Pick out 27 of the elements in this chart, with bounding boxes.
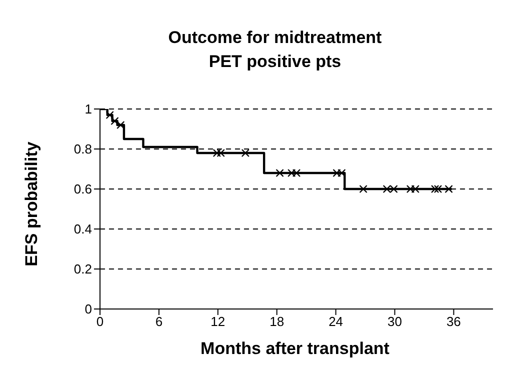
x-tick-label: 6	[155, 314, 163, 330]
y-axis-title: EFS probability	[22, 142, 42, 266]
y-tick-label: 0.8	[74, 142, 92, 157]
point	[444, 184, 453, 194]
y-tick-label: 0	[84, 302, 92, 317]
y-tick-label: 0.4	[74, 222, 92, 237]
point	[110, 116, 119, 126]
point	[216, 148, 225, 158]
point	[116, 120, 125, 130]
point	[241, 148, 250, 158]
chart-title: Outcome for midtreatment PET positive pts	[167, 27, 383, 73]
x-tick-label: 36	[446, 314, 461, 330]
point	[212, 148, 222, 158]
point	[106, 110, 114, 120]
x-tick-label: 12	[210, 314, 226, 330]
y-tick-label: 1	[84, 102, 92, 117]
y-tick-label: 0.6	[74, 182, 92, 197]
y-tick-label: 0.2	[74, 262, 92, 277]
point	[359, 184, 368, 194]
x-axis-title: Months after transplant	[200, 339, 390, 359]
x-tick-label: 18	[270, 314, 284, 330]
point	[276, 168, 284, 178]
point	[434, 184, 442, 194]
point	[430, 184, 440, 194]
x-tick-label: 24	[328, 314, 344, 330]
x-tick-label: 30	[388, 314, 402, 330]
x-tick-label: 0	[96, 314, 104, 330]
